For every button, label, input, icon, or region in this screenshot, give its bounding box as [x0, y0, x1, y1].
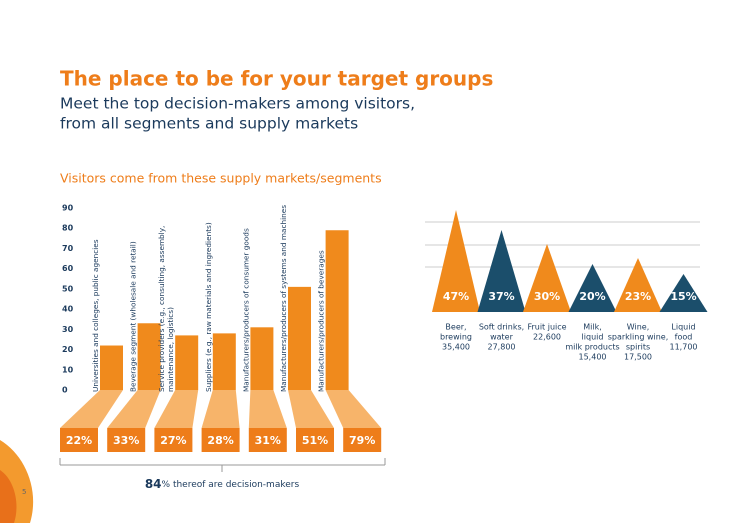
y-tick-label: 20 — [62, 345, 74, 354]
bar-pedestal — [325, 390, 382, 428]
category-label: Soft drinks, — [479, 323, 524, 332]
peak — [614, 258, 662, 312]
category-label: milk products — [565, 343, 619, 352]
visitor-count: 11,700 — [670, 343, 698, 352]
value-label: 31% — [255, 434, 281, 447]
value-box — [107, 428, 146, 452]
bar-pedestal — [248, 390, 287, 428]
bar — [325, 230, 349, 390]
y-tick-label: 90 — [62, 204, 74, 213]
value-box — [296, 428, 334, 452]
bar — [212, 333, 236, 390]
y-tick-label: 40 — [62, 305, 74, 314]
y-tick-label: 10 — [62, 365, 74, 374]
bar — [100, 345, 123, 390]
category-label: sparkling wine, — [608, 333, 669, 342]
category-label: Beverage segment (wholesale and retail) — [129, 241, 138, 392]
title: The place to be for your target groups — [60, 67, 493, 91]
category-label: water — [490, 333, 514, 342]
annotation-text: % thereof are decision-makers — [162, 480, 300, 490]
value-box — [154, 428, 193, 452]
bar — [175, 335, 199, 390]
category-label: liquid — [582, 333, 604, 342]
visitor-count: 35,400 — [442, 343, 470, 352]
category-label: Liquid — [671, 323, 695, 332]
value-label: 33% — [113, 434, 139, 447]
page-number: 5 — [22, 488, 26, 496]
value-box — [343, 428, 382, 452]
section-heading: Visitors come from these supply markets/… — [60, 171, 382, 186]
bar — [250, 327, 274, 390]
bar-pedestal — [201, 390, 240, 428]
category-label: Suppliers (e.g., raw materials and ingre… — [204, 222, 213, 392]
y-tick-label: 60 — [62, 264, 74, 273]
bar-pedestal — [60, 390, 123, 428]
subtitle: Meet the top decision-makers among visit… — [60, 95, 415, 113]
category-label: Manufacturers/producers of consumer good… — [241, 228, 250, 392]
value-label: 79% — [349, 434, 375, 447]
y-tick-label: 50 — [62, 284, 74, 293]
bar — [137, 323, 161, 390]
value-label: 20% — [579, 290, 605, 303]
peak — [432, 210, 480, 312]
value-label: 47% — [443, 290, 469, 303]
value-label: 51% — [302, 434, 328, 447]
peak — [568, 264, 617, 312]
category-label: Service providers (e.g., consulting, ass… — [157, 226, 166, 392]
value-label: 37% — [488, 290, 514, 303]
category-label: maintenance, logistics) — [166, 307, 175, 392]
bar-pedestal — [154, 390, 199, 428]
visitor-count: 15,400 — [579, 353, 607, 362]
visitor-count: 17,500 — [624, 353, 652, 362]
value-label: 22% — [66, 434, 92, 447]
category-label: Manufacturers/producers of systems and m… — [279, 205, 288, 392]
bar-pedestal — [107, 390, 161, 428]
value-label: 28% — [207, 434, 233, 447]
category-label: Manufacturers/producers of beverages — [317, 250, 326, 392]
category-label: Milk, — [583, 323, 602, 332]
category-label: Wine, — [627, 323, 650, 332]
bar — [288, 286, 311, 390]
value-box — [201, 428, 240, 452]
subtitle: from all segments and supply markets — [60, 115, 358, 133]
visitor-count: 22,600 — [533, 333, 561, 342]
value-label: 27% — [160, 434, 186, 447]
annotation-highlight: 84 — [145, 477, 162, 491]
y-tick-label: 30 — [62, 325, 74, 334]
visitor-count: 27,800 — [488, 343, 516, 352]
y-tick-label: 80 — [62, 224, 74, 233]
value-label: 30% — [534, 290, 560, 303]
value-label: 15% — [670, 290, 696, 303]
value-label: 23% — [625, 290, 651, 303]
value-box — [248, 428, 287, 452]
category-label: Fruit juice — [527, 323, 566, 332]
y-tick-label: 70 — [62, 244, 74, 253]
category-label: brewing — [440, 333, 472, 342]
category-label: food — [675, 333, 693, 342]
peak — [659, 274, 708, 312]
value-box — [60, 428, 98, 452]
category-label: spirits — [626, 343, 650, 352]
category-label: Beer, — [445, 323, 466, 332]
category-label: Universities and colleges, public agenci… — [91, 239, 100, 392]
bar-pedestal — [288, 390, 334, 428]
decoration — [0, 470, 17, 523]
peak — [477, 230, 526, 312]
annotation: 84% thereof are decision-makers — [145, 477, 300, 491]
peak — [523, 244, 571, 312]
y-tick-label: 0 — [62, 386, 68, 395]
